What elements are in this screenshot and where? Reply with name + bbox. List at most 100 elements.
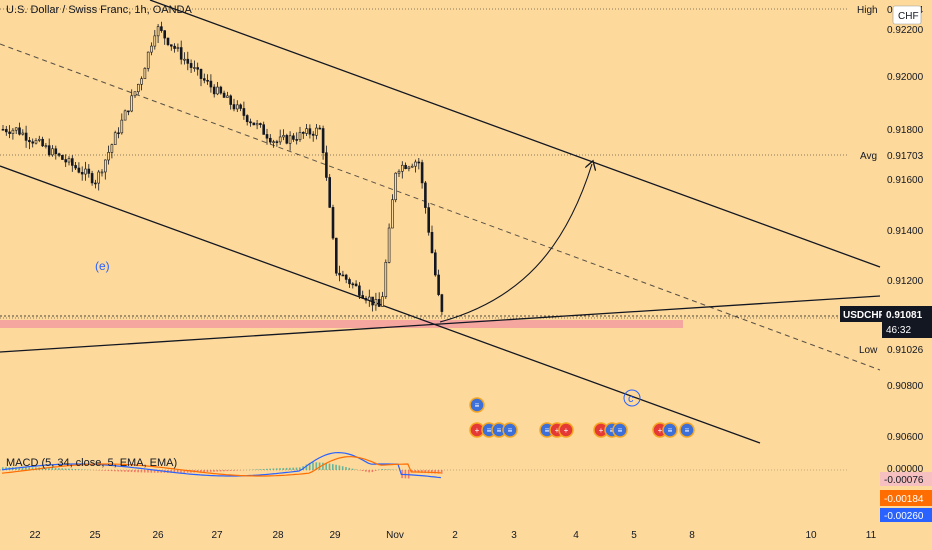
- candle-body: [226, 95, 229, 98]
- macd-histogram-bar: [318, 462, 321, 470]
- us-flag-event-icon[interactable]: [612, 422, 628, 438]
- us-flag-mark: ≡: [685, 426, 690, 435]
- candle-body: [404, 164, 407, 169]
- candle-body: [47, 145, 51, 156]
- us-flag-mark: ≡: [487, 426, 492, 435]
- candle-body: [433, 252, 437, 276]
- candle-body: [18, 127, 21, 135]
- candle-body: [117, 132, 120, 135]
- candle-body: [206, 79, 209, 82]
- price-tick: 0.90600: [887, 432, 924, 443]
- macd-histogram-bar: [272, 468, 275, 470]
- candle-body: [97, 171, 100, 184]
- macd-histogram-bar: [282, 468, 285, 470]
- candle-body: [77, 167, 81, 173]
- candle-body: [8, 131, 11, 134]
- macd-histogram-bar: [368, 470, 370, 473]
- macd-histogram-bar: [292, 467, 294, 470]
- candle-body: [338, 272, 341, 276]
- us-flag-event-icon[interactable]: [679, 422, 695, 438]
- candle-body: [410, 165, 414, 168]
- us-flag-mark: ≡: [475, 401, 480, 410]
- macd-histogram-bar: [124, 470, 126, 472]
- macd-histogram-bar: [44, 467, 47, 470]
- macd-histogram-bar: [335, 464, 337, 470]
- candle-body: [285, 135, 289, 144]
- macd-histogram-bar: [341, 466, 344, 470]
- candle-body: [127, 110, 130, 113]
- rising-support-line[interactable]: [0, 295, 881, 353]
- macd-histogram-bar: [48, 467, 50, 470]
- currency-badge-bg[interactable]: [892, 5, 922, 25]
- candle-body: [193, 67, 196, 69]
- macd-histogram-bar: [107, 470, 110, 471]
- macd-histogram-bar: [127, 470, 129, 472]
- time-axis[interactable]: 22 25 26 27 28 29 Nov 2 3 4 5 8 10 11: [29, 530, 876, 541]
- candle-body: [242, 108, 246, 116]
- macd-histogram-bar: [411, 470, 413, 473]
- us-flag-event-icon[interactable]: [662, 422, 678, 438]
- candle-body: [424, 182, 427, 208]
- wave-label-e: (e): [95, 259, 110, 273]
- currency-badge[interactable]: CHF: [898, 11, 919, 22]
- candle-body: [199, 68, 203, 79]
- macd-histogram-bar: [315, 462, 318, 470]
- current-price-value: 0.91081: [886, 310, 923, 321]
- macd-axis-top: 0.00000: [887, 464, 924, 475]
- candle-body: [137, 83, 140, 93]
- current-symbol-label: USDCHF: [843, 310, 885, 321]
- candle-body: [21, 132, 25, 135]
- macd-histogram-bar: [374, 470, 377, 471]
- macd-histogram-bar: [348, 467, 351, 470]
- candle-body: [272, 141, 275, 143]
- macd-histogram-bar: [308, 462, 311, 470]
- macd-histogram-bar: [289, 467, 291, 470]
- upper-channel-line[interactable]: [149, 0, 881, 268]
- macd-histogram-bar: [153, 470, 156, 473]
- macd-histogram-bar: [81, 469, 83, 470]
- macd-pane: [0, 451, 848, 479]
- candle-body: [288, 135, 292, 144]
- candle-body: [150, 45, 153, 53]
- candle-body: [252, 122, 256, 126]
- us-flag-mark: ≡: [668, 426, 673, 435]
- low-tag-label: Low: [859, 345, 878, 356]
- macd-histogram-bar: [134, 470, 136, 473]
- candle-body: [400, 164, 404, 172]
- candle-body: [31, 141, 35, 144]
- candle-body: [301, 131, 305, 134]
- time-tick: 25: [89, 530, 101, 541]
- macd-hist-value: -0.00076: [884, 475, 924, 486]
- macd-histogram-bar: [147, 470, 149, 473]
- macd-histogram-bar: [236, 470, 238, 471]
- us-flag-event-icon[interactable]: [502, 422, 518, 438]
- time-tick: 10: [805, 530, 817, 541]
- candle-body: [232, 104, 236, 110]
- candle-body: [344, 274, 348, 280]
- candle-body: [61, 155, 64, 160]
- candle-body: [57, 153, 61, 156]
- support-zone: [0, 320, 683, 328]
- macd-histogram-bar: [332, 464, 334, 470]
- macd-histogram-bar: [101, 470, 103, 471]
- channel-midline[interactable]: [0, 43, 881, 371]
- swiss-flag-event-icon[interactable]: [558, 422, 574, 438]
- macd-histogram-bar: [434, 470, 436, 474]
- macd-histogram-bar: [262, 468, 265, 470]
- projection-arc[interactable]: [439, 164, 592, 323]
- us-flag-event-icon[interactable]: [469, 397, 485, 413]
- macd-histogram-bar: [18, 467, 21, 470]
- candle-body: [183, 58, 186, 61]
- us-flag-mark: ≡: [497, 426, 502, 435]
- macd-signal-tag: [880, 490, 932, 506]
- candle-body: [34, 140, 38, 144]
- economic-events[interactable]: ≡+ ≡ ≡ ≡ ≡ + + + ≡ ≡ + ≡ ≡: [469, 397, 695, 438]
- candle-body: [133, 91, 137, 97]
- candle-body: [394, 172, 398, 201]
- macd-histogram-bar: [110, 470, 113, 472]
- price-tick: 0.91600: [887, 175, 924, 186]
- price-axis[interactable]: 0.92200 0.92000 0.91800 0.91600 0.91400 …: [840, 2, 932, 522]
- us-flag-mark: ≡: [508, 426, 513, 435]
- macd-histogram-bar: [256, 469, 258, 470]
- candle-body: [110, 144, 114, 153]
